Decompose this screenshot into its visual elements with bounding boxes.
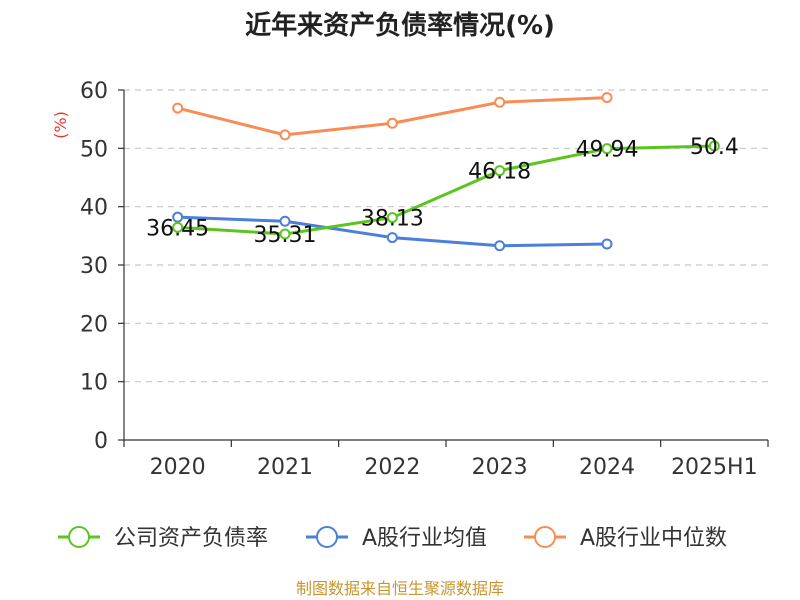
legend-label-2: A股行业中位数: [580, 526, 727, 551]
y-tick-label: 10: [80, 371, 108, 396]
series-1-point-2024[interactable]: [601, 238, 613, 250]
x-tick-label-2023: 2023: [472, 455, 528, 480]
x-tick-label-2025H1: 2025H1: [671, 455, 758, 480]
series-0-point-2021[interactable]: [279, 228, 291, 240]
series-line-2: [177, 96, 608, 137]
series-0-point-2024[interactable]: [601, 143, 613, 155]
y-tick-label: 40: [80, 196, 108, 221]
data-label-2022: 38.13: [361, 207, 424, 232]
series-2-point-2023[interactable]: [494, 96, 506, 108]
x-tick-label-2024: 2024: [579, 455, 635, 480]
source-note: 制图数据来自恒生聚源数据库: [296, 579, 504, 598]
legend-marker-2: [534, 526, 556, 548]
data-label-2023: 46.18: [468, 160, 531, 185]
series-1-point-2022[interactable]: [386, 232, 398, 244]
data-label-2021: 35.31: [254, 223, 317, 248]
legend-item-2[interactable]: A股行业中位数: [524, 526, 727, 551]
series-2-point-2024[interactable]: [601, 92, 613, 104]
data-label-2024: 49.94: [576, 138, 639, 163]
axes: 0 10 20 30 40 50 60 2020 2021 2022 2023 2024 2025H1: [80, 79, 769, 480]
series-0-point-2025H1[interactable]: [708, 140, 720, 152]
data-label-2020: 36.45: [146, 216, 209, 241]
series-1-point-2021[interactable]: [279, 215, 291, 227]
series-2-point-2020[interactable]: [172, 102, 184, 114]
data-labels: 36.45 35.31 38.13 46.18 49.94 50.4: [146, 135, 739, 248]
chart-title: 近年来资产负债率情况(%): [245, 10, 555, 41]
y-tick-label: 30: [80, 254, 108, 279]
x-tick-label-2021: 2021: [257, 455, 313, 480]
series-0-point-2022[interactable]: [386, 212, 398, 224]
series-group: [172, 92, 720, 252]
y-tick-label: 50: [80, 137, 108, 162]
y-axis-unit-label: (%): [51, 111, 70, 139]
x-tick-label-2022: 2022: [364, 455, 420, 480]
gridlines: [124, 89, 768, 383]
legend-marker-0: [68, 526, 90, 548]
x-tick-label-2020: 2020: [150, 455, 206, 480]
series-0-point-2023[interactable]: [494, 165, 506, 177]
series-1-point-2023[interactable]: [494, 240, 506, 252]
legend-item-0[interactable]: 公司资产负债率: [58, 526, 268, 551]
legend-label-0: 公司资产负债率: [114, 526, 268, 551]
y-tick-label: 20: [80, 312, 108, 337]
y-tick-label: 60: [80, 79, 108, 104]
series-1-point-2020[interactable]: [172, 211, 184, 223]
series-line-0: [177, 144, 715, 236]
legend-label-1: A股行业均值: [362, 526, 487, 551]
legend-item-1[interactable]: A股行业均值: [306, 526, 487, 551]
data-label-2025H1: 50.4: [690, 135, 739, 160]
series-0-point-2020[interactable]: [172, 221, 184, 233]
series-2-point-2022[interactable]: [386, 117, 398, 129]
legend-marker-1: [316, 526, 338, 548]
legend[interactable]: 公司资产负债率 A股行业均值 A股行业中位数: [58, 526, 727, 551]
y-tick-label: 0: [94, 429, 108, 454]
series-2-point-2021[interactable]: [279, 129, 291, 141]
